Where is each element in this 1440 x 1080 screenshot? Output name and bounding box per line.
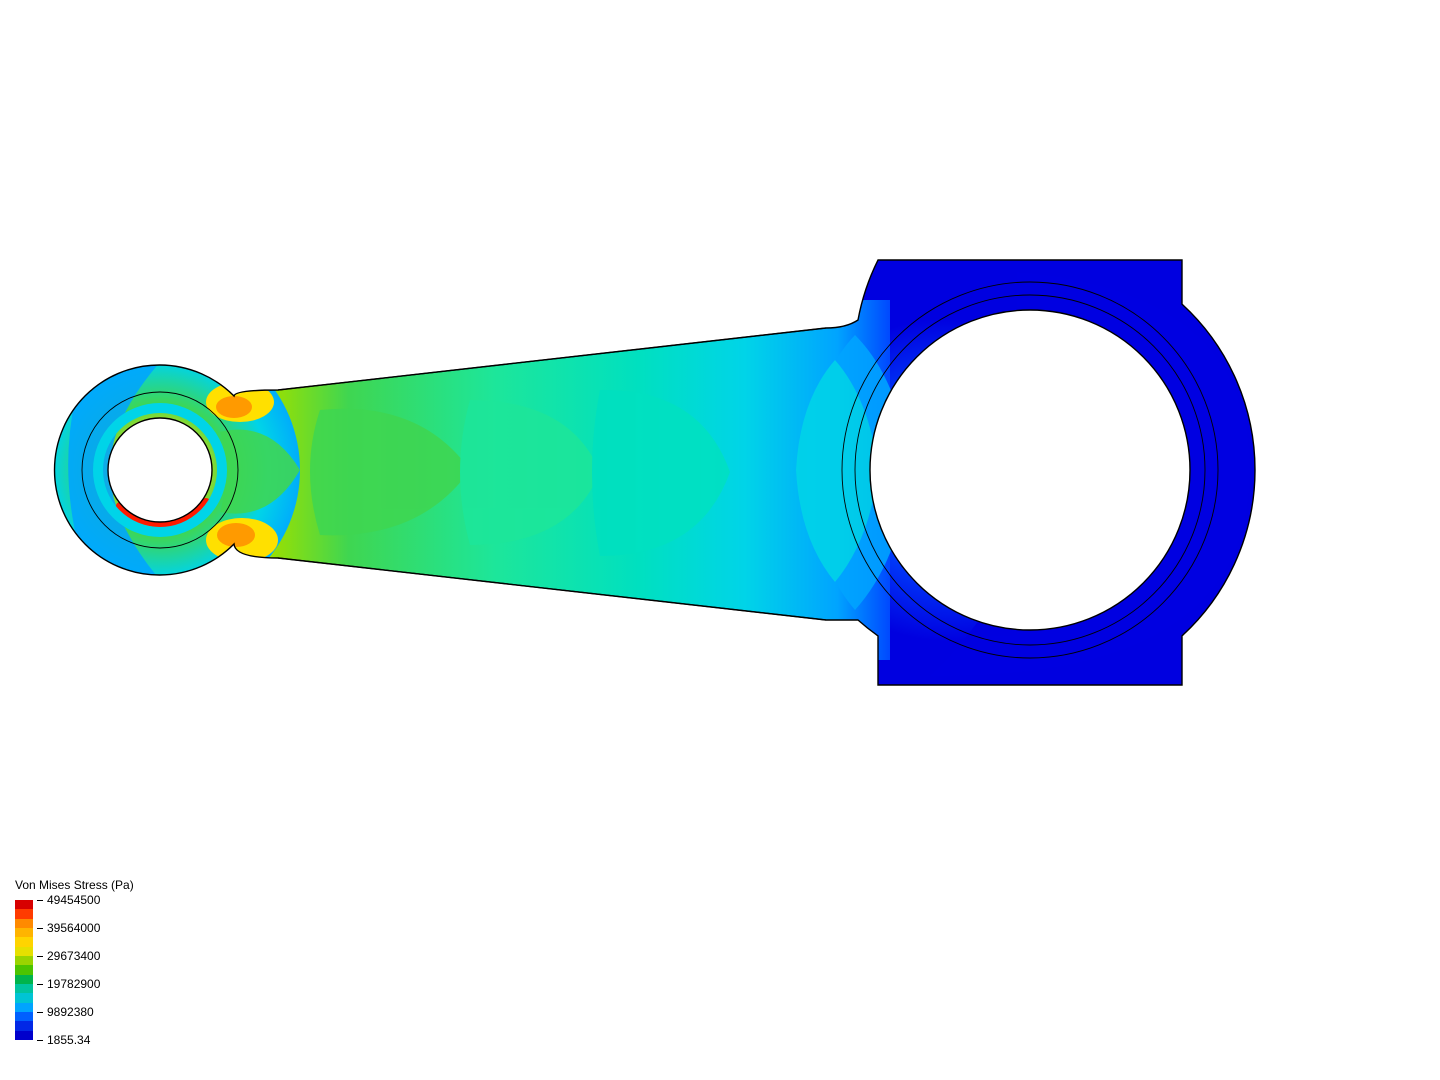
legend-colorbar bbox=[15, 900, 33, 1040]
fea-stress-plot bbox=[0, 0, 1440, 1080]
legend-tick: 49454500 bbox=[47, 893, 100, 907]
color-legend: Von Mises Stress (Pa) 49454500 39564000 29… bbox=[15, 878, 134, 1040]
legend-tick: 39564000 bbox=[47, 921, 100, 935]
legend-tick: 9892380 bbox=[47, 1005, 94, 1019]
legend-tick: 19782900 bbox=[47, 977, 100, 991]
legend-tick: 29673400 bbox=[47, 949, 100, 963]
legend-tick: 1855.34 bbox=[47, 1033, 90, 1047]
legend-title: Von Mises Stress (Pa) bbox=[15, 878, 134, 892]
contour-fills bbox=[20, 230, 1310, 730]
